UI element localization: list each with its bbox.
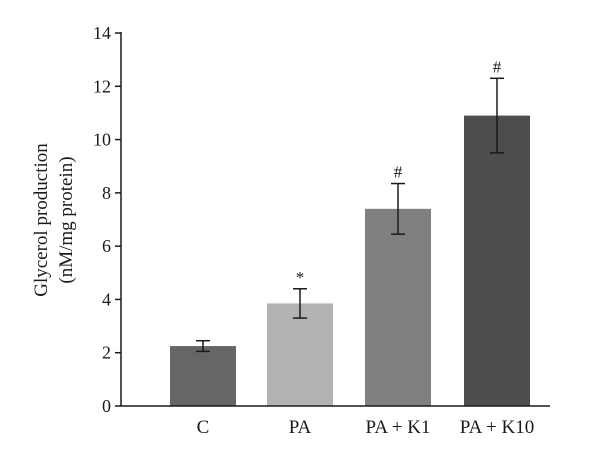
x-category-label: C [197, 417, 210, 438]
y-axis-title: Glycerol production (nM/mg protein) [31, 143, 77, 297]
significance-marker: # [493, 57, 502, 76]
bar [464, 115, 530, 406]
y-axis-title-line-1: Glycerol production [31, 143, 52, 297]
y-axis-title-line-2: (nM/mg protein) [56, 156, 77, 283]
bars [170, 115, 530, 406]
y-axis-ticks: 0 2 4 6 8 10 12 14 [93, 23, 121, 416]
bar [170, 346, 236, 406]
error-bars [196, 77, 504, 353]
y-tick-label: 12 [93, 76, 111, 96]
y-tick-label: 14 [93, 23, 111, 43]
x-category-label: PA + K1 [366, 417, 431, 438]
y-tick-label: 6 [102, 236, 111, 256]
labels: C * PA # PA + K1 # PA + K10 [197, 57, 535, 438]
bar [267, 303, 333, 406]
y-tick-label: 0 [102, 396, 111, 416]
bar [365, 208, 431, 406]
significance-marker: # [394, 163, 403, 182]
y-tick-label: 10 [93, 130, 111, 150]
y-tick-label: 2 [102, 343, 111, 363]
x-category-label: PA + K10 [460, 417, 534, 438]
significance-marker: * [296, 268, 305, 287]
x-category-label: PA [289, 417, 312, 438]
y-tick-label: 8 [102, 183, 111, 203]
y-tick-label: 4 [102, 289, 111, 309]
